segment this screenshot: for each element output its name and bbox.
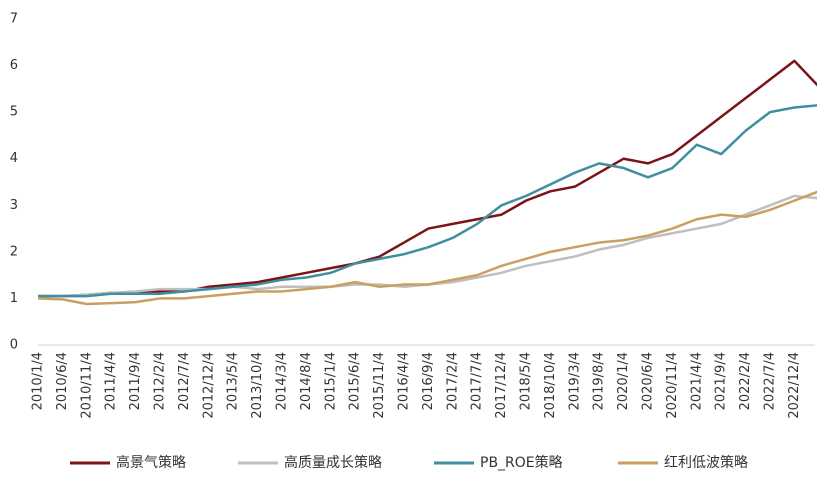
y-tick-label: 3: [10, 198, 18, 213]
x-tick-label: 2013/10/4: [250, 352, 265, 419]
x-tick-label: 2017/7/4: [470, 352, 485, 410]
x-tick-label: 2015/1/4: [323, 352, 338, 410]
x-tick-label: 2016/4/4: [397, 352, 412, 410]
series-line: [38, 194, 817, 298]
x-tick-label: 2022/12/4: [787, 352, 802, 419]
x-tick-label: 2013/5/4: [226, 352, 241, 410]
x-tick-label: 2016/9/4: [421, 352, 436, 410]
x-tick-label: 2018/5/4: [519, 352, 534, 410]
series-line: [38, 59, 817, 298]
x-tick-label: 2010/11/4: [79, 352, 94, 419]
y-tick-label: 4: [10, 151, 18, 166]
y-tick-label: 1: [10, 291, 18, 306]
series-line: [37, 190, 817, 306]
x-tick-label: 2012/12/4: [201, 352, 216, 419]
y-tick-label: 6: [10, 58, 18, 73]
x-tick-label: 2010/1/4: [31, 352, 46, 410]
x-tick-label: 2020/11/4: [665, 352, 680, 419]
x-tick-label: 2017/2/4: [445, 352, 460, 410]
x-tick-label: 2017/12/4: [494, 352, 509, 419]
x-tick-label: 2012/2/4: [153, 352, 168, 410]
y-tick-label: 2: [10, 244, 18, 259]
x-tick-label: 2014/8/4: [299, 352, 314, 410]
x-tick-label: 2019/8/4: [592, 352, 607, 410]
x-tick-label: 2022/7/4: [763, 352, 778, 410]
x-tick-label: 2020/6/4: [641, 352, 656, 410]
series-line: [38, 104, 817, 298]
legend-label: 红利低波策略: [664, 454, 748, 471]
x-tick-label: 2020/1/4: [616, 352, 631, 410]
y-tick-label: 5: [10, 105, 18, 120]
x-tick-label: 2015/6/4: [348, 352, 363, 410]
x-tick-label: 2021/9/4: [714, 352, 729, 410]
x-tick-label: 2011/4/4: [104, 352, 119, 410]
x-tick-label: 2018/10/4: [543, 352, 558, 419]
legend-label: PB_ROE策略: [480, 454, 563, 471]
legend-label: 高景气策略: [116, 454, 186, 471]
x-tick-label: 2010/6/4: [55, 352, 70, 410]
y-tick-label: 0: [10, 338, 18, 353]
x-tick-label: 2022/2/4: [738, 352, 753, 410]
x-tick-label: 2019/3/4: [567, 352, 582, 410]
y-tick-label: 7: [10, 12, 18, 27]
x-tick-label: 2015/11/4: [372, 352, 387, 419]
x-tick-label: 2021/4/4: [689, 352, 704, 410]
x-tick-label: 2014/3/4: [275, 352, 290, 410]
legend-label: 高质量成长策略: [284, 454, 382, 471]
x-tick-label: 2011/9/4: [128, 352, 143, 410]
x-tick-label: 2012/7/4: [177, 352, 192, 410]
